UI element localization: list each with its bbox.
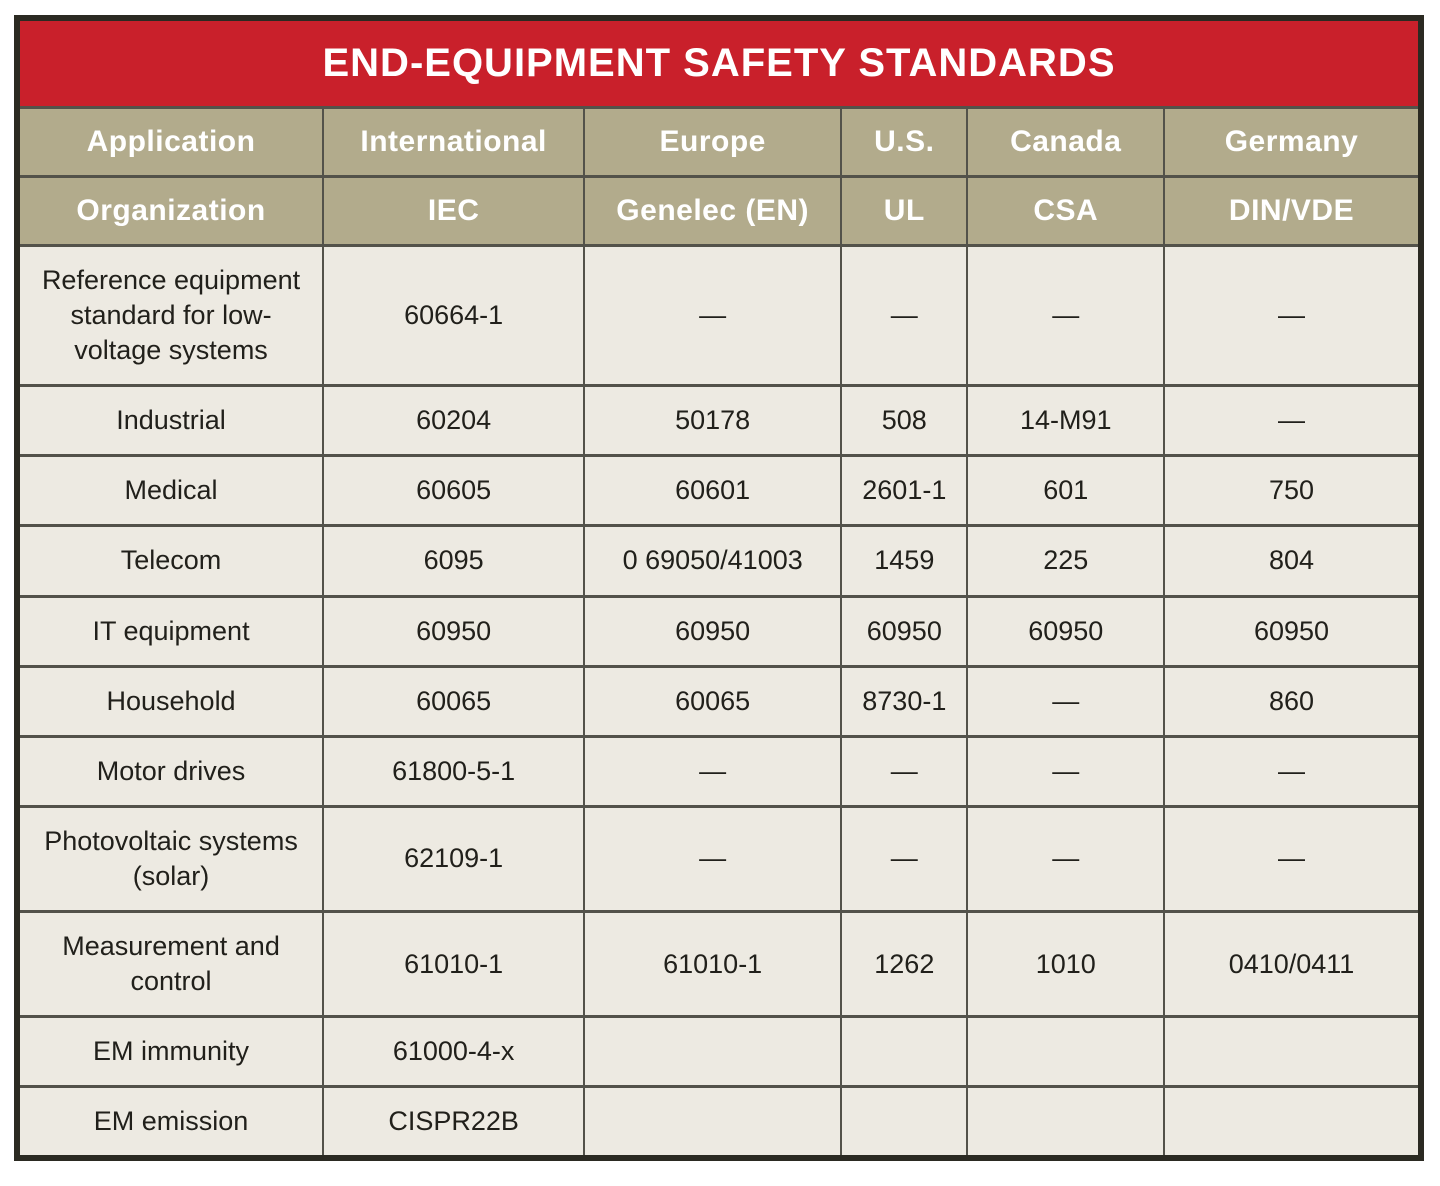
standard-value-cell: 60950 [1163,594,1422,668]
standard-value-cell: — [966,734,1166,808]
standard-value-cell: — [1163,243,1422,388]
table-row: EM immunity 61000-4-x [15,1015,1422,1089]
standard-value-cell: — [1163,804,1422,914]
header-germany: Germany [1163,106,1422,178]
standard-value-cell: 60950 [966,594,1166,668]
standard-value-cell: 61010-1 [583,910,843,1019]
table-row: Industrial 60204 50178 508 14-M91— [15,384,1422,458]
standard-value-cell: 60950 [840,594,969,668]
standard-value-cell [1163,1015,1422,1089]
application-header-row: Application International Europe U.S. Ca… [15,106,1422,178]
application-cell: Motor drives [15,734,325,808]
header-canada: Canada [966,106,1166,178]
application-cell: Household [15,664,325,738]
standard-value-cell [840,1015,969,1089]
table-row: EM emission CISPR22B [15,1085,1422,1160]
title-row: END-EQUIPMENT SAFETY STANDARDS [16,16,1422,109]
table-row: Household 60065 60065 8730-1—860 [15,664,1422,738]
standard-value-cell: 61000-4-x [322,1015,586,1089]
application-cell: IT equipment [15,594,325,668]
application-cell: Medical [15,454,325,528]
standard-value-cell: 60950 [583,594,843,668]
header-us: U.S. [840,106,969,178]
header-genelec-en: Genelec (EN) [583,175,843,247]
table-title: END-EQUIPMENT SAFETY STANDARDS [16,16,1422,109]
table-row: Telecom 6095 0 69050/41003 1459 225 804 [15,524,1422,598]
standard-value-cell: — [840,243,969,388]
standard-value-cell: — [840,804,969,914]
header-application: Application [15,106,325,178]
table-row: Motor drives 61800-5-1— — — — [15,734,1422,808]
standard-value-cell: 860 [1163,664,1422,738]
application-cell: EM immunity [15,1015,325,1089]
standard-value-cell [1163,1085,1422,1160]
standard-value-cell: 225 [966,524,1166,598]
standard-value-cell: 0 69050/41003 [583,524,843,598]
standard-value-cell [583,1015,843,1089]
header-organization: Organization [15,175,325,247]
standard-value-cell: 0410/0411 [1163,910,1422,1019]
standard-value-cell: 750 [1163,454,1422,528]
standard-value-cell: 804 [1163,524,1422,598]
application-cell: Reference equipment standard for low-vol… [15,243,325,388]
table-row: Medical 60605 60601 2601-1 601 750 [15,454,1422,528]
standard-value-cell: 14-M91 [966,384,1166,458]
standard-value-cell: 601 [966,454,1166,528]
standard-value-cell: — [1163,734,1422,808]
standard-value-cell: 6095 [322,524,586,598]
standard-value-cell: 60204 [322,384,586,458]
standard-value-cell: 1459 [840,524,969,598]
application-cell: EM emission [15,1085,325,1160]
standard-value-cell: — [840,734,969,808]
standard-value-cell: 60601 [583,454,843,528]
table-row: Photovoltaic systems (solar) 62109-1— — — — [15,804,1422,914]
standard-value-cell [966,1085,1166,1160]
standard-value-cell: — [1163,384,1422,458]
standard-value-cell: 508 [840,384,969,458]
standard-value-cell: — [966,804,1166,914]
application-cell: Telecom [15,524,325,598]
table-row: Reference equipment standard for low-vol… [15,243,1422,388]
standard-value-cell: — [966,664,1166,738]
safety-standards-table: END-EQUIPMENT SAFETY STANDARDS Applicati… [14,15,1424,1162]
table-row: Measurement and control 61010-1 61010-1 126… [15,910,1422,1019]
header-ul: UL [840,175,969,247]
table-row: IT equipment 60950 60950 60950 60950 60950 [15,594,1422,668]
application-cell: Measurement and control [15,910,325,1019]
standard-value-cell: — [966,243,1166,388]
header-din-vde: DIN/VDE [1163,175,1422,247]
standard-value-cell: — [583,243,843,388]
application-cell: Photovoltaic systems (solar) [15,804,325,914]
standard-value-cell [583,1085,843,1160]
organization-header-row: Organization IEC Genelec (EN) UL CSA DIN… [15,175,1422,247]
header-csa: CSA [966,175,1166,247]
standard-value-cell: 60065 [583,664,843,738]
standard-value-cell: 60950 [322,594,586,668]
standard-value-cell: CISPR22B [322,1085,586,1160]
standard-value-cell: 50178 [583,384,843,458]
table-body: Reference equipment standard for low-vol… [15,243,1422,1160]
header-europe: Europe [583,106,843,178]
standard-value-cell: 1262 [840,910,969,1019]
standard-value-cell: 60605 [322,454,586,528]
standard-value-cell: — [583,804,843,914]
standard-value-cell [840,1085,969,1160]
standard-value-cell: 62109-1 [322,804,586,914]
header-international: International [322,106,586,178]
standard-value-cell: 60664-1 [322,243,586,388]
standard-value-cell: 8730-1 [840,664,969,738]
standard-value-cell [966,1015,1166,1089]
application-cell: Industrial [15,384,325,458]
standard-value-cell: 2601-1 [840,454,969,528]
header-iec: IEC [322,175,586,247]
standard-value-cell: 60065 [322,664,586,738]
standard-value-cell: — [583,734,843,808]
standard-value-cell: 61010-1 [322,910,586,1019]
standard-value-cell: 1010 [966,910,1166,1019]
standard-value-cell: 61800-5-1 [322,734,586,808]
